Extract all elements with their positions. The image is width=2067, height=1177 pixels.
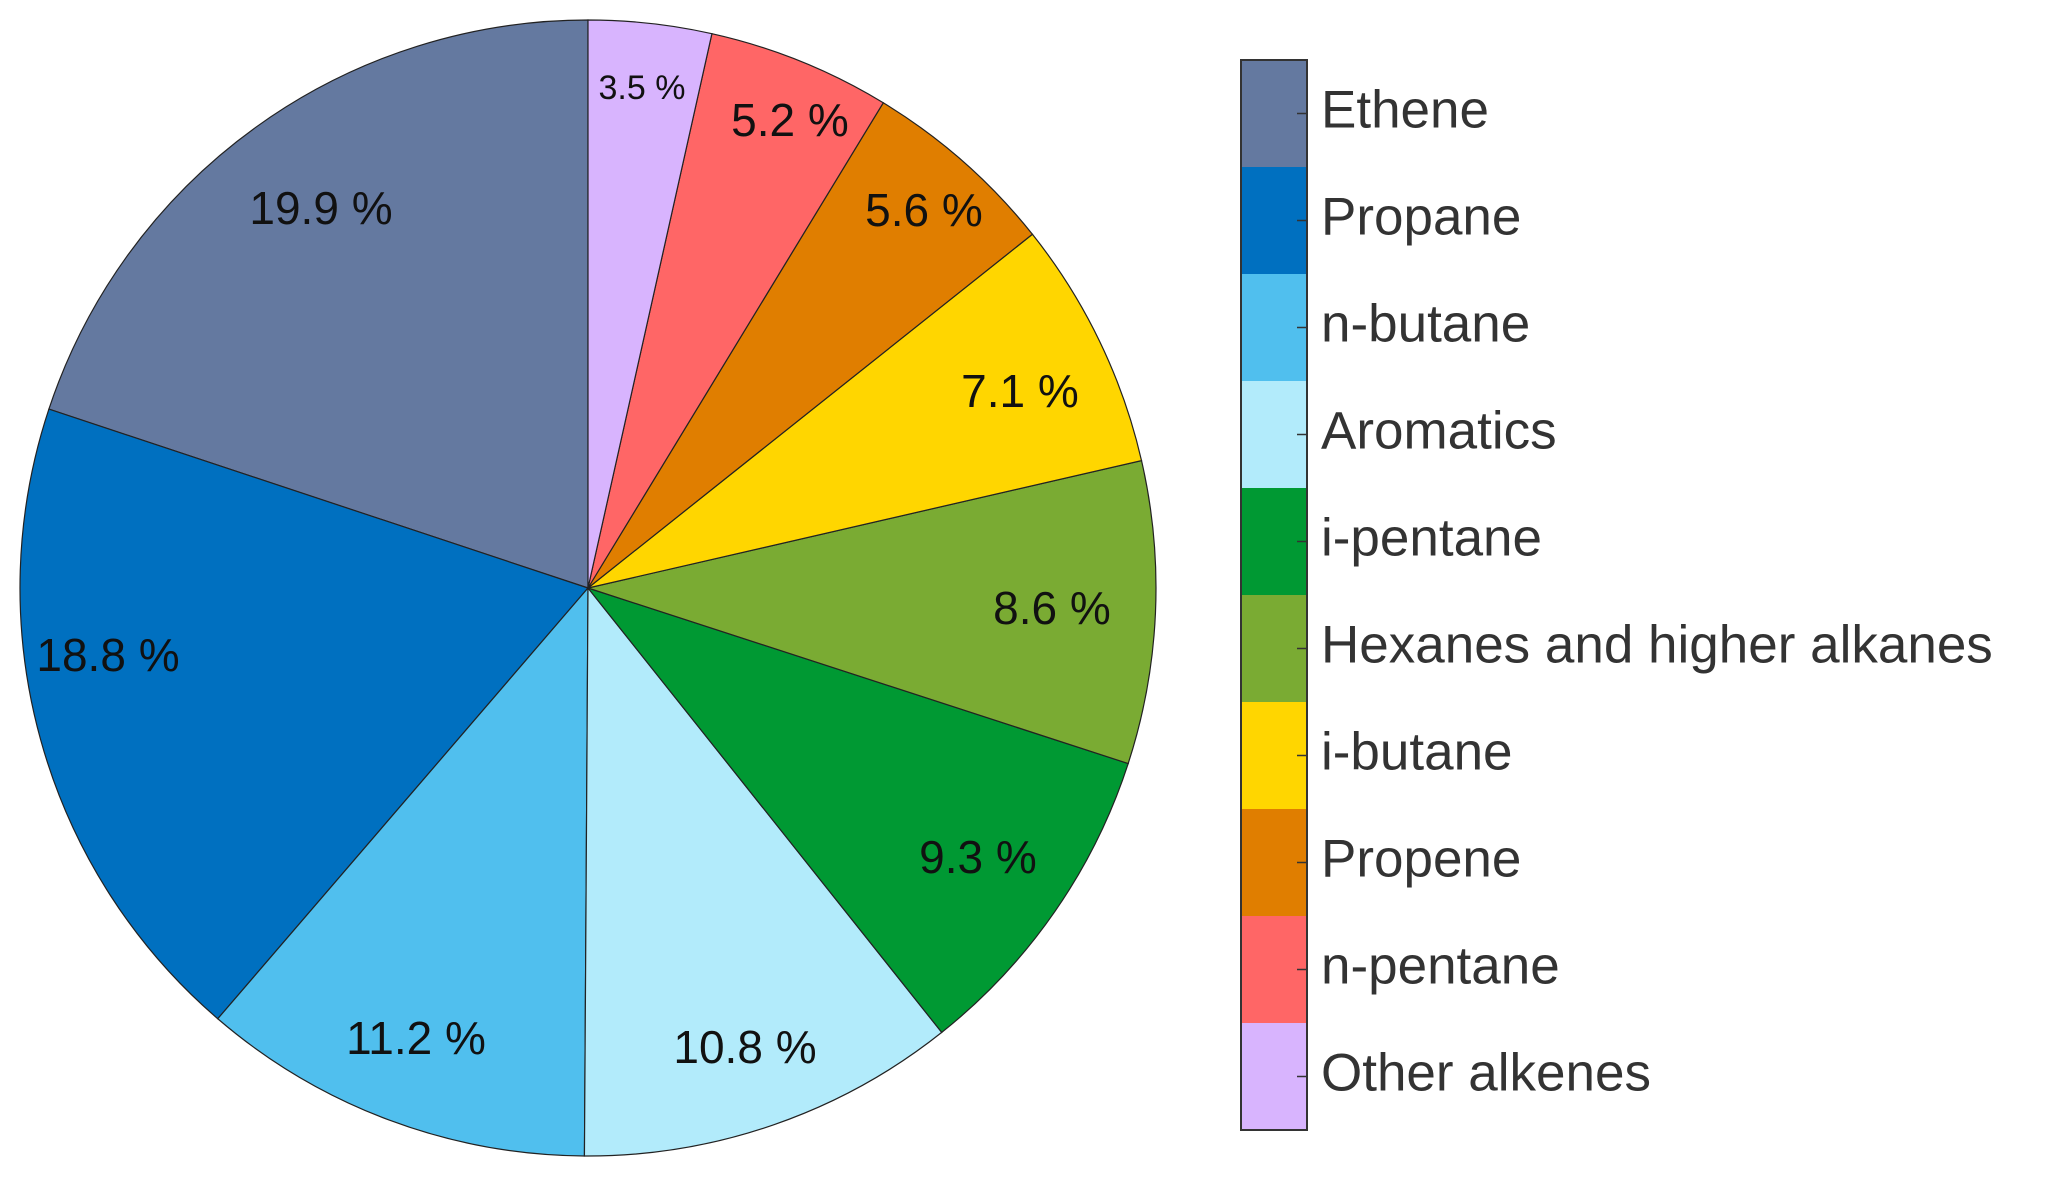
legend-swatch-n-pentane	[1241, 916, 1307, 1024]
legend-label-n-pentane: n-pentane	[1321, 937, 1560, 996]
pie-slice-labels: 19.9 % 18.8 % 11.2 % 10.8 % 9.3 % 8.6 % 7.1 % 5…	[36, 69, 1110, 1073]
legend-swatch-other-alkenes	[1241, 1023, 1307, 1131]
slice-label-n-pentane: 5.2 %	[731, 94, 849, 146]
legend-labels: Ethene Propane n-butane Aromatics i-pentane H…	[1321, 81, 1993, 1103]
legend-label-other-alkenes: Other alkenes	[1321, 1044, 1651, 1103]
slice-label-aromatics: 10.8 %	[673, 1021, 816, 1073]
slice-label-propane: 18.8 %	[36, 629, 179, 681]
pie-slice-propene	[587, 101, 1034, 589]
legend-label-i-pentane: i-pentane	[1321, 509, 1542, 568]
legend-label-ethene: Ethene	[1321, 81, 1489, 140]
slice-label-other-alkenes: 3.5 %	[599, 69, 686, 107]
slice-label-ethene: 19.9 %	[249, 182, 392, 234]
slice-label-i-pentane: 9.3 %	[919, 831, 1037, 883]
legend-swatch-ethene	[1241, 60, 1307, 168]
legend-swatch-i-butane	[1241, 702, 1307, 810]
legend-swatch-aromatics	[1241, 381, 1307, 489]
legend-label-propene: Propene	[1321, 830, 1521, 889]
legend-swatch-hexanes-and-higher-alkanes	[1241, 595, 1307, 703]
pie-slices	[19, 19, 1157, 1157]
legend-label-n-butane: n-butane	[1321, 295, 1530, 354]
slice-label-n-butane: 11.2 %	[346, 1012, 486, 1064]
legend-frame	[1240, 59, 1308, 1131]
slice-label-propene: 5.6 %	[865, 184, 983, 236]
pie-slice-propane	[19, 408, 590, 1020]
legend: Ethene Propane n-butane Aromatics i-pentane H…	[1240, 59, 1993, 1131]
pie-slice-n-butane	[216, 586, 589, 1157]
slice-label-hexanes-and-higher-alkanes: 8.6 %	[993, 582, 1111, 634]
pie-slice-ethene	[48, 19, 589, 589]
legend-swatch-n-butane	[1241, 274, 1307, 382]
legend-label-aromatics: Aromatics	[1321, 402, 1557, 461]
pie-slice-i-pentane	[586, 586, 1129, 1034]
legend-colorbar	[1241, 60, 1307, 1131]
legend-label-i-butane: i-butane	[1321, 723, 1513, 782]
pie-slice-hexanes-and-higher-alkanes	[585, 459, 1157, 765]
pie-slice-aromatics	[583, 586, 943, 1157]
pie-slice-other-alkenes	[587, 19, 713, 589]
slice-label-i-butane: 7.1 %	[961, 365, 1079, 417]
legend-ticks	[1297, 112, 1307, 1078]
legend-label-hexanes-and-higher-alkanes: Hexanes and higher alkanes	[1321, 616, 1993, 675]
legend-swatch-propene	[1241, 809, 1307, 917]
pie-slice-i-butane	[587, 233, 1143, 589]
legend-swatch-propane	[1241, 167, 1307, 275]
pie-slice-n-pentane	[587, 32, 885, 589]
legend-label-propane: Propane	[1321, 188, 1521, 247]
legend-swatch-i-pentane	[1241, 488, 1307, 596]
